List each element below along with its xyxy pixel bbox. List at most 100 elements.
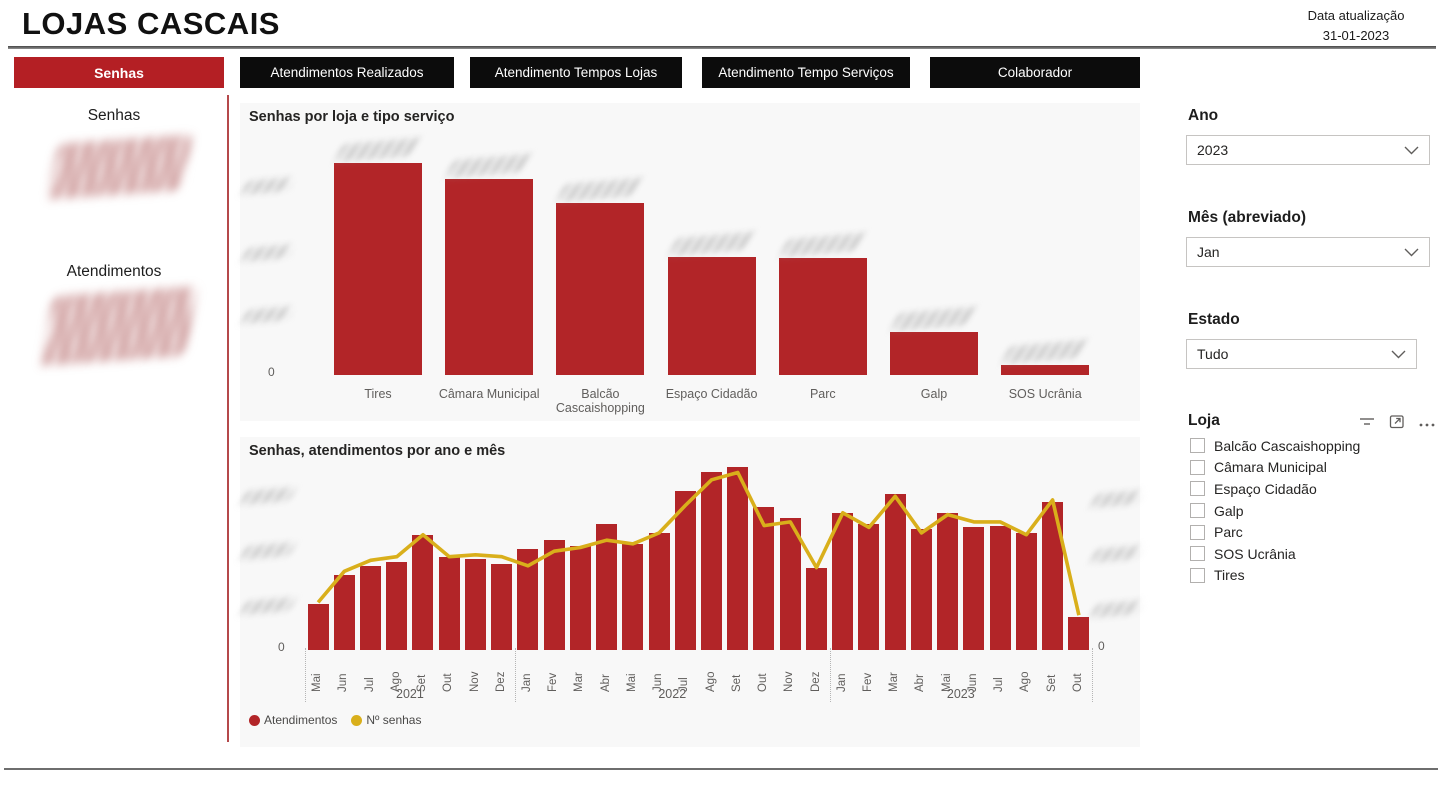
tab-senhas[interactable]: Senhas bbox=[14, 57, 224, 88]
bar-3-jul[interactable] bbox=[359, 565, 381, 650]
checkbox-espaco-cidadao[interactable] bbox=[1190, 481, 1205, 497]
loja-option-balcao-cascaishopping[interactable]: Balcão Cascaishopping bbox=[1190, 435, 1430, 457]
filter-icon[interactable] bbox=[1358, 415, 1376, 434]
bar-18-out[interactable] bbox=[753, 507, 775, 650]
bar-tires[interactable] bbox=[334, 163, 422, 375]
filter-loja-label: Loja bbox=[1188, 412, 1220, 429]
x-label-balcao-cascaishopping: Balcão Cascaishopping bbox=[555, 387, 645, 415]
bar-12-abr[interactable] bbox=[596, 523, 618, 650]
loja-option-label: SOS Ucrânia bbox=[1214, 545, 1296, 562]
bar-balcao-cascaishopping[interactable] bbox=[556, 203, 645, 375]
checkbox-camara-municipal[interactable] bbox=[1190, 459, 1205, 475]
bar-24-abr[interactable] bbox=[910, 529, 932, 650]
kpi-senhas-value-redacted bbox=[48, 134, 192, 200]
filter-mes-value: Jan bbox=[1197, 244, 1220, 260]
bar-parc[interactable] bbox=[778, 258, 867, 375]
bar-28-ago[interactable] bbox=[1015, 532, 1037, 650]
filter-mes-dropdown[interactable]: Jan bbox=[1186, 237, 1430, 267]
year-label-2021: 2021 bbox=[396, 687, 424, 701]
loja-option-sos-ucrania[interactable]: SOS Ucrânia bbox=[1190, 543, 1430, 565]
bar-2-jun[interactable] bbox=[333, 574, 355, 650]
loja-option-tires[interactable]: Tires bbox=[1190, 565, 1430, 587]
chart1-title: Senhas por loja e tipo serviço bbox=[249, 109, 455, 125]
bar-22-fev[interactable] bbox=[858, 523, 880, 650]
legend-item-n-senhas[interactable]: Nº senhas bbox=[351, 713, 421, 727]
filter-ano-dropdown[interactable]: 2023 bbox=[1186, 135, 1430, 165]
loja-option-label: Tires bbox=[1214, 567, 1245, 584]
loja-option-espaco-cidadao[interactable]: Espaço Cidadão bbox=[1190, 478, 1430, 500]
bar-1-mai[interactable] bbox=[307, 604, 329, 650]
x-label-camara-municipal: Câmara Municipal bbox=[438, 387, 540, 401]
bar-13-mai[interactable] bbox=[622, 543, 644, 650]
chart2-y-zero-left: 0 bbox=[278, 640, 285, 654]
bar-5-set[interactable] bbox=[412, 534, 434, 650]
bar-25-mai[interactable] bbox=[937, 512, 959, 650]
chart-senhas-por-loja: Senhas por loja e tipo serviço 0 Tires Câ… bbox=[240, 103, 1140, 421]
tab-label: Colaborador bbox=[997, 65, 1073, 80]
bar-19-nov[interactable] bbox=[779, 518, 801, 650]
update-info: Data atualização 31-01-2023 bbox=[1296, 6, 1416, 46]
loja-option-parc[interactable]: Parc bbox=[1190, 521, 1430, 543]
chart1-y-zero: 0 bbox=[268, 365, 275, 379]
bar-10-fev[interactable] bbox=[543, 540, 565, 650]
update-label: Data atualização bbox=[1307, 8, 1405, 23]
tab-label: Atendimento Tempos Lojas bbox=[494, 65, 658, 80]
bar-30-out[interactable] bbox=[1068, 617, 1090, 650]
bar-23-mar[interactable] bbox=[884, 494, 906, 650]
data-label-redacted-parc bbox=[780, 232, 866, 258]
checkbox-galp[interactable] bbox=[1190, 503, 1205, 519]
loja-option-camara-municipal[interactable]: Câmara Municipal bbox=[1190, 457, 1430, 479]
filter-estado-label: Estado bbox=[1188, 311, 1240, 328]
kpi-senhas-label: Senhas bbox=[87, 107, 141, 124]
checkbox-sos-ucrania[interactable] bbox=[1190, 546, 1205, 562]
bar-11-mar[interactable] bbox=[569, 545, 591, 650]
tab-colaborador[interactable]: Colaborador bbox=[930, 57, 1140, 88]
data-label-redacted-tires bbox=[335, 137, 421, 163]
bar-17-set[interactable] bbox=[727, 467, 749, 650]
bar-7-nov[interactable] bbox=[464, 558, 486, 650]
chevron-down-icon bbox=[1404, 142, 1419, 158]
bar-4-ago[interactable] bbox=[386, 562, 408, 650]
bar-20-dez[interactable] bbox=[805, 567, 827, 650]
bar-21-jan[interactable] bbox=[832, 512, 854, 650]
year-separator bbox=[514, 648, 516, 702]
data-label-redacted-espaco-cidadao bbox=[669, 231, 755, 257]
tab-label: Senhas bbox=[94, 64, 144, 81]
sidebar-divider bbox=[227, 95, 229, 742]
bar-espaco-cidadao[interactable] bbox=[667, 257, 756, 375]
bar-galp[interactable] bbox=[890, 332, 978, 375]
year-separator bbox=[1091, 648, 1093, 702]
header-divider bbox=[8, 46, 1436, 49]
update-date: 31-01-2023 bbox=[1322, 28, 1390, 43]
x-label-parc: Parc bbox=[809, 387, 836, 401]
chart1-plot-area: Tires Câmara Municipal Balcão Cascaishoppi… bbox=[240, 103, 1140, 421]
checkbox-balcao-cascaishopping[interactable] bbox=[1190, 438, 1205, 454]
bar-14-jun[interactable] bbox=[648, 532, 670, 650]
bar-27-jul[interactable] bbox=[989, 525, 1011, 650]
data-label-redacted-balcao-cascaishopping bbox=[557, 177, 643, 203]
loja-option-label: Galp bbox=[1214, 502, 1244, 519]
legend-item-atendimentos[interactable]: Atendimentos bbox=[249, 713, 337, 727]
bar-8-dez[interactable] bbox=[491, 563, 513, 650]
bar-15-jul[interactable] bbox=[674, 490, 696, 650]
bar-camara-municipal[interactable] bbox=[445, 179, 534, 375]
chart2-plot-area: Mai Jun Jul Ago Set Out Nov Dez Jan Fev Mar Abr Mai J… bbox=[240, 437, 1140, 747]
tab-atendimento-tempo-servicos[interactable]: Atendimento Tempo Serviços bbox=[702, 57, 910, 88]
page-bottom-divider bbox=[4, 768, 1438, 770]
bar-9-jan[interactable] bbox=[517, 549, 539, 650]
checkbox-tires[interactable] bbox=[1190, 567, 1205, 583]
loja-option-galp[interactable]: Galp bbox=[1190, 500, 1430, 522]
bar-sos-ucrania[interactable] bbox=[1001, 365, 1090, 375]
filter-estado-dropdown[interactable]: Tudo bbox=[1186, 339, 1417, 369]
checkbox-parc[interactable] bbox=[1190, 524, 1205, 540]
tab-atendimentos-realizados[interactable]: Atendimentos Realizados bbox=[240, 57, 454, 88]
more-options-icon[interactable] bbox=[1418, 415, 1436, 433]
focus-mode-icon[interactable] bbox=[1389, 414, 1405, 434]
bar-16-ago[interactable] bbox=[700, 472, 722, 650]
x-label-galp: Galp bbox=[920, 387, 948, 401]
bar-29-set[interactable] bbox=[1042, 501, 1064, 650]
tab-atendimento-tempos-lojas[interactable]: Atendimento Tempos Lojas bbox=[470, 57, 682, 88]
bar-26-jun[interactable] bbox=[963, 527, 985, 650]
loja-option-label: Balcão Cascaishopping bbox=[1214, 437, 1361, 454]
bar-6-out[interactable] bbox=[438, 556, 460, 650]
